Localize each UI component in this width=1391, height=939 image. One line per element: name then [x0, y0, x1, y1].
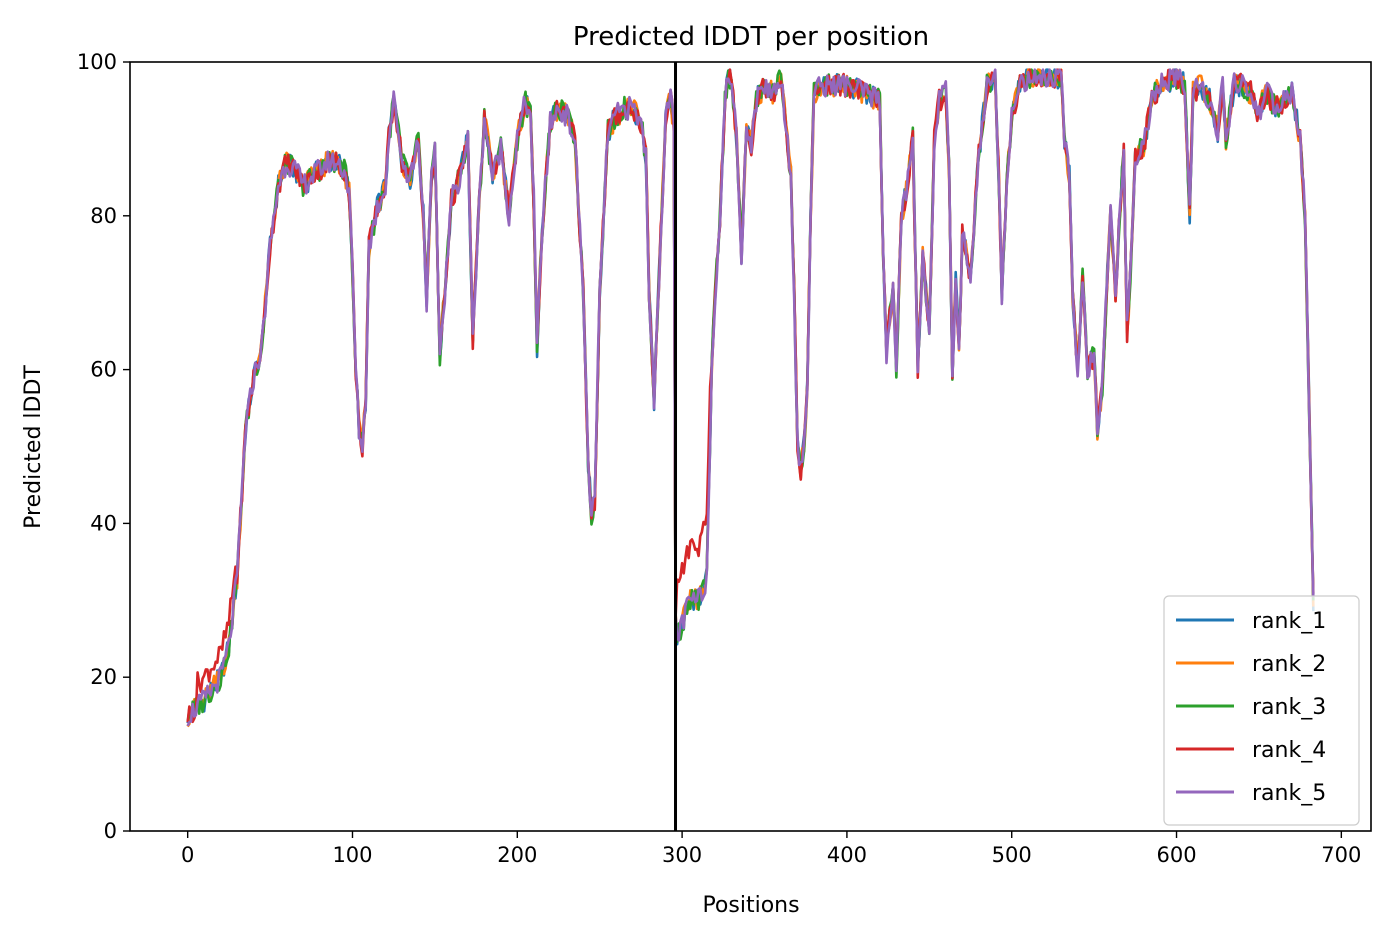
y-tick-label: 20 — [90, 665, 117, 689]
chart-title: Predicted lDDT per position — [573, 22, 929, 52]
x-tick-label: 600 — [1156, 843, 1196, 867]
legend-label-rank-3: rank_3 — [1252, 695, 1326, 720]
y-axis: 0 20 40 60 80 100 — [77, 50, 130, 843]
x-axis: 0 100 200 300 400 500 600 700 — [181, 831, 1361, 867]
legend-label-rank-1: rank_1 — [1252, 609, 1326, 634]
y-tick-label: 80 — [90, 204, 117, 228]
legend: rank_1 rank_2 rank_3 rank_4 rank_5 — [1163, 595, 1360, 826]
series-line-rank-5 — [186, 68, 1315, 727]
legend-label-rank-5: rank_5 — [1252, 781, 1326, 806]
y-tick-label: 0 — [104, 819, 117, 843]
legend-label-rank-2: rank_2 — [1252, 652, 1326, 677]
y-axis-label: Predicted lDDT — [21, 365, 46, 529]
series-layer — [186, 68, 1315, 728]
y-tick-label: 100 — [77, 50, 117, 74]
x-tick-label: 400 — [827, 843, 867, 867]
plot-frame — [129, 61, 1372, 832]
x-axis-label: Positions — [702, 893, 799, 918]
x-tick-label: 500 — [992, 843, 1032, 867]
y-tick-label: 60 — [90, 358, 117, 382]
x-tick-label: 300 — [662, 843, 702, 867]
y-tick-label: 40 — [90, 511, 117, 535]
legend-box — [1163, 595, 1360, 826]
x-tick-label: 200 — [497, 843, 537, 867]
x-tick-label: 700 — [1321, 843, 1361, 867]
x-tick-label: 0 — [181, 843, 194, 867]
x-tick-label: 100 — [332, 843, 372, 867]
legend-label-rank-4: rank_4 — [1252, 738, 1326, 763]
